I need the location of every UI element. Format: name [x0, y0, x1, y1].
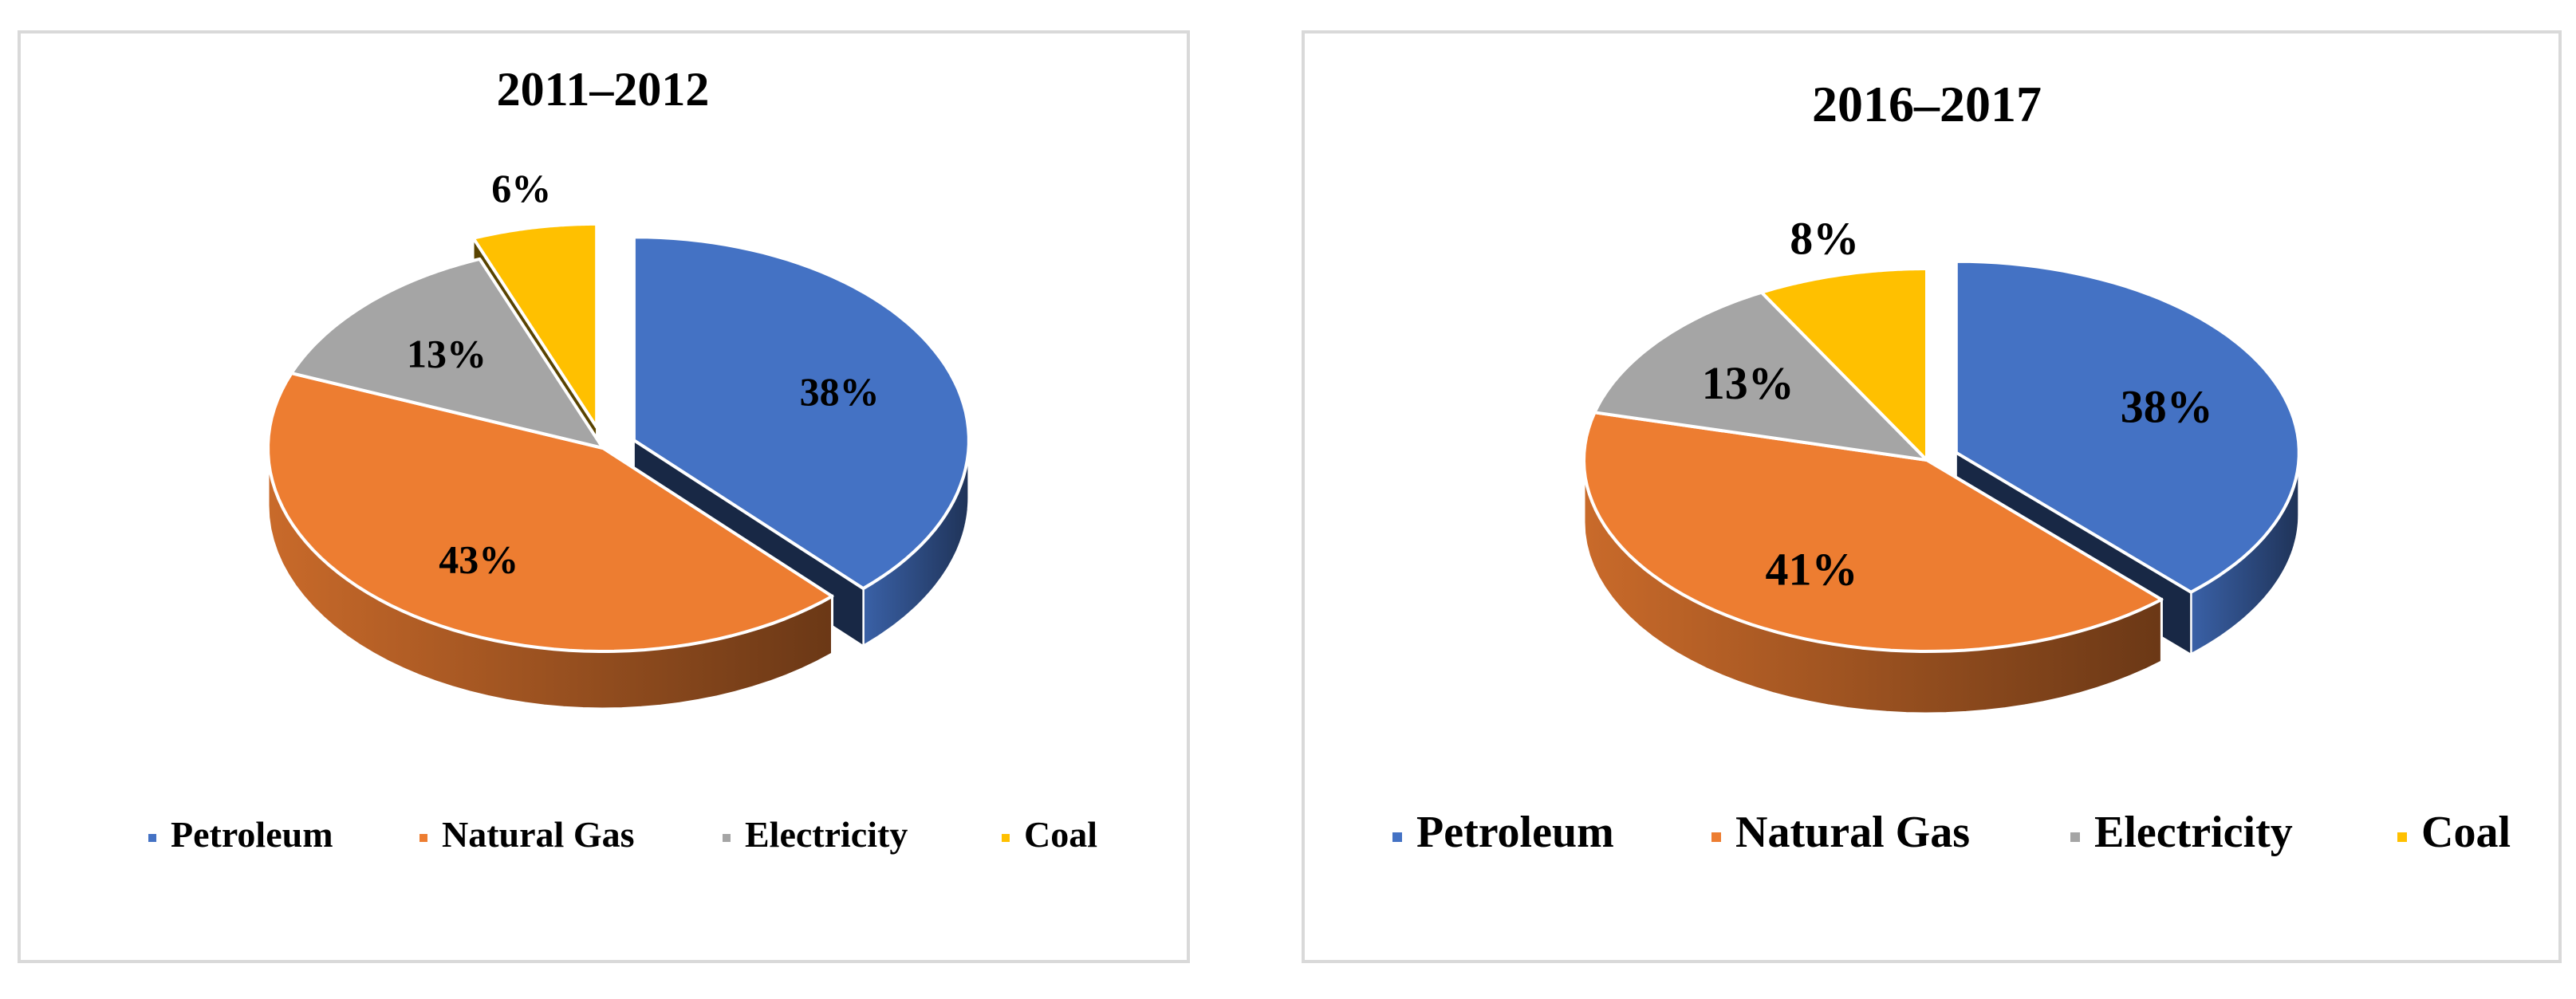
chart-title: 2011–2012: [497, 63, 710, 116]
legend-label-electricity: Electricity: [2094, 808, 2293, 857]
legend-label-petroleum: Petroleum: [1416, 808, 1614, 857]
pie-slice-natural-gas: [266, 372, 834, 653]
data-label-coal: 6%: [491, 166, 551, 210]
data-label-natural-gas: 43%: [439, 537, 518, 582]
data-label-natural-gas: 41%: [1766, 544, 1858, 596]
legend-swatch-coal: [2397, 832, 2407, 842]
pie-chart-2016-2017: 2016–2017 38% 41% 13% 8% Petroleum Natural Gas…: [1392, 76, 2511, 857]
legend-swatch-electricity: [2070, 832, 2080, 842]
legend-label-electricity: Electricity: [745, 814, 908, 855]
pie-slice-natural-gas: [1582, 411, 2164, 653]
legend-label-coal: Coal: [1024, 814, 1097, 855]
chart-title: 2016–2017: [1812, 76, 2042, 132]
pie-slice-coal: [1759, 267, 1928, 462]
legend-swatch-petroleum: [1392, 832, 1402, 842]
pie-slice-petroleum: [632, 235, 971, 591]
pie-slice-electricity: [290, 257, 605, 450]
chart-panel-2011-2012: 2011–2012 38% 43% 13% 6% Petroleum Natural Gas…: [18, 30, 1190, 963]
legend-label-natural-gas: Natural Gas: [1735, 808, 1970, 857]
legend: Petroleum Natural Gas Electricity Coal: [1392, 808, 2511, 857]
legend-label-coal: Coal: [2421, 808, 2511, 857]
pie-tops: [266, 222, 971, 653]
data-label-petroleum: 38%: [800, 369, 880, 414]
data-label-electricity: 13%: [407, 332, 486, 376]
legend-swatch-petroleum: [148, 834, 156, 842]
pie-slice-electricity: [1593, 290, 1928, 462]
legend: Petroleum Natural Gas Electricity Coal: [148, 814, 1097, 855]
legend-label-petroleum: Petroleum: [171, 814, 333, 855]
chart-panel-2016-2017: 2016–2017 38% 41% 13% 8% Petroleum Natural Gas…: [1302, 30, 2562, 963]
legend-swatch-electricity: [723, 834, 731, 842]
pie-chart-2011-2012: 2011–2012 38% 43% 13% 6% Petroleum Natural Gas…: [148, 63, 1097, 855]
pie-tops: [1582, 259, 2301, 653]
data-label-petroleum: 38%: [2121, 381, 2213, 433]
legend-swatch-natural-gas: [419, 834, 427, 842]
legend-swatch-coal: [1002, 834, 1010, 842]
data-label-electricity: 13%: [1702, 357, 1794, 409]
legend-swatch-natural-gas: [1711, 832, 1721, 842]
legend-label-natural-gas: Natural Gas: [442, 814, 635, 855]
data-label-coal: 8%: [1790, 212, 1859, 264]
pie-slice-petroleum: [1954, 259, 2301, 594]
pie-slice-coal: [471, 222, 599, 429]
